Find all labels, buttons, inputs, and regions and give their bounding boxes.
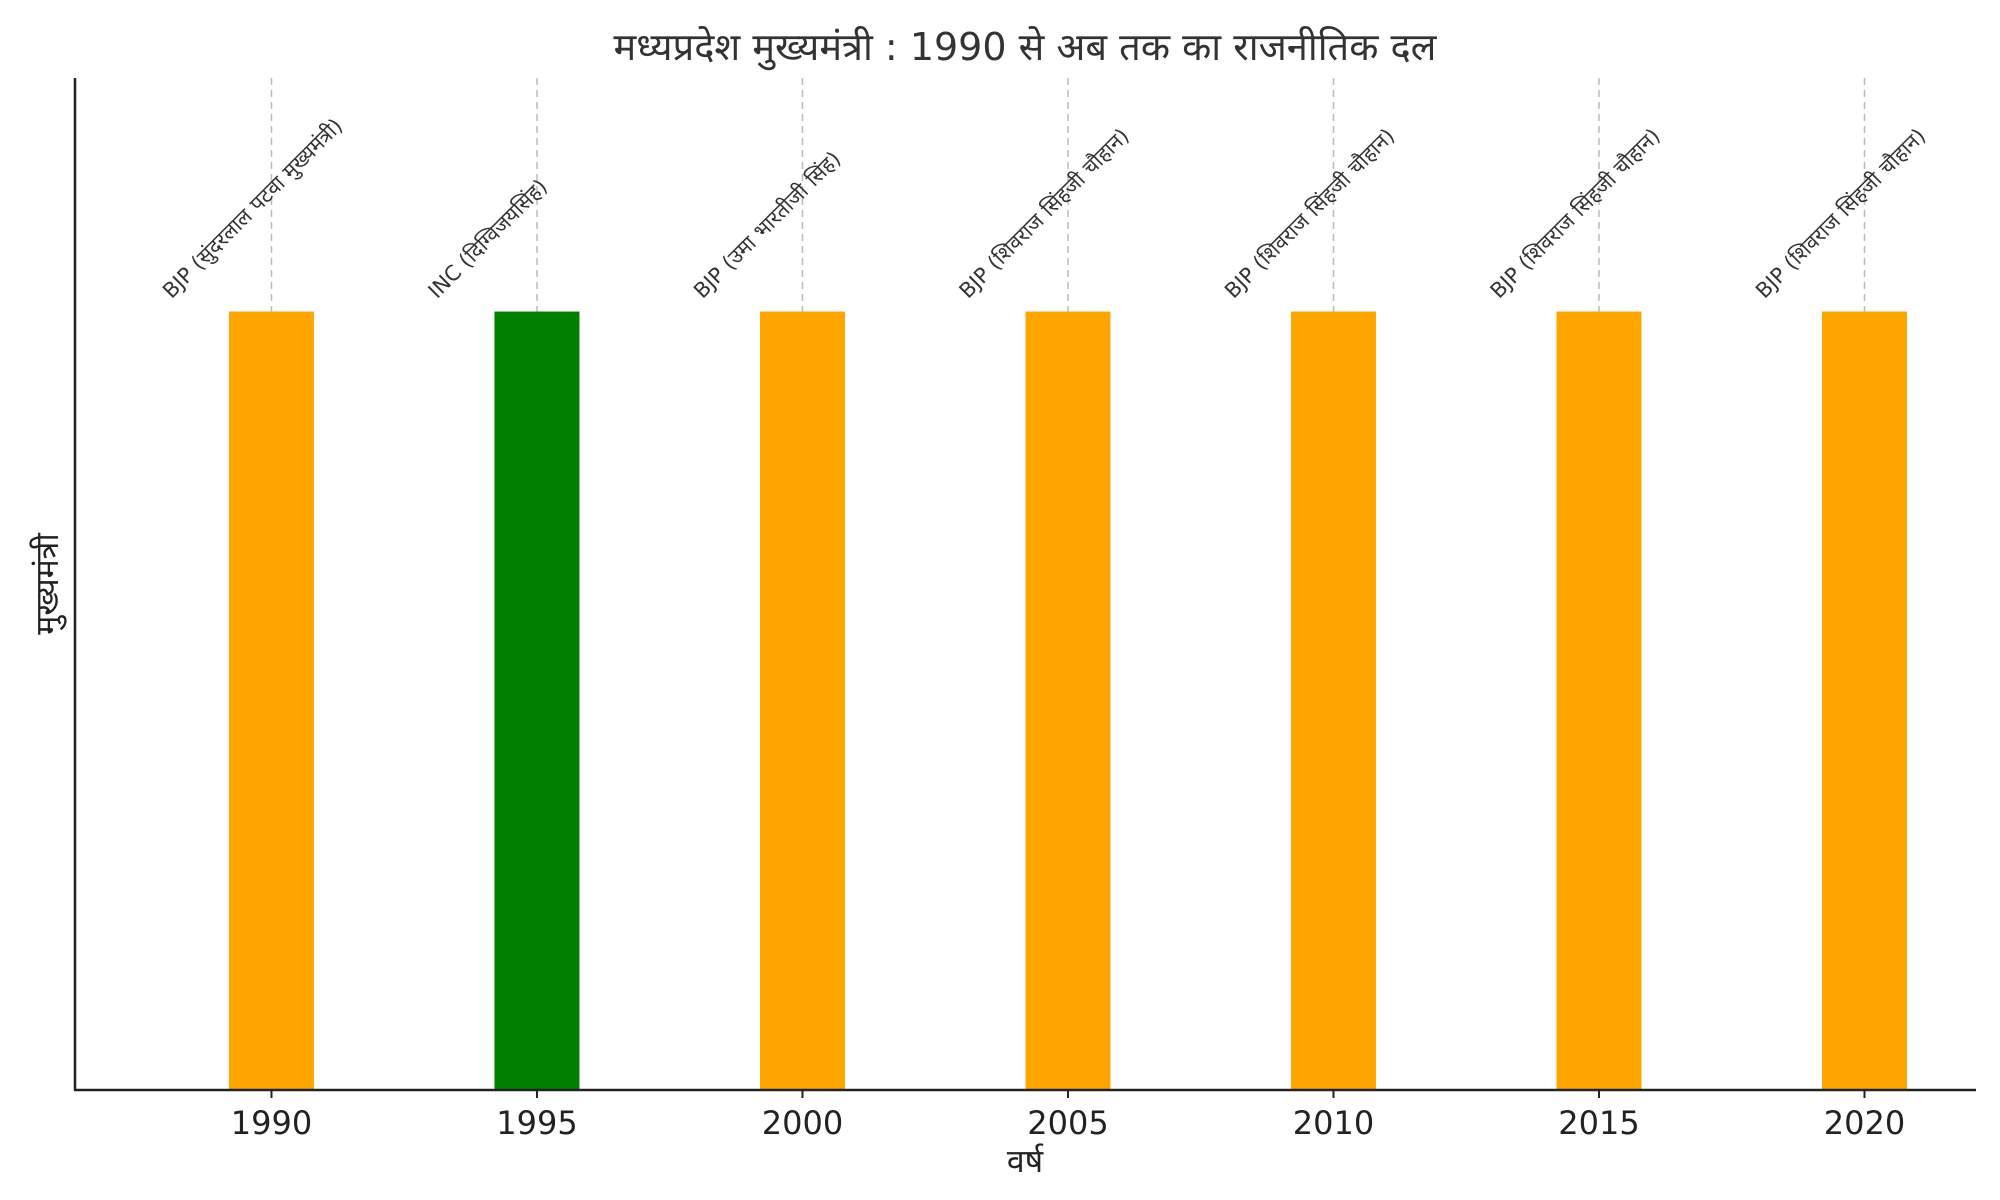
bar-2015 — [1556, 311, 1642, 1090]
bar-annotation-1995: INC (दिग्विजयसिंह) — [424, 175, 553, 304]
bars-group — [228, 311, 1907, 1090]
x-tick-label-2005: 2005 — [1027, 1104, 1108, 1142]
x-axis-label: वर्ष — [1007, 1142, 1044, 1180]
chart-title: मध्यप्रदेश मुख्यमंत्री : 1990 से अब तक क… — [614, 25, 1438, 71]
bar-2005 — [1025, 311, 1111, 1090]
x-tick-label-1990: 1990 — [231, 1104, 312, 1142]
bar-2010 — [1291, 311, 1376, 1090]
y-axis-label: मुख्यमंत्री — [28, 533, 67, 635]
bar-annotation-2010: BJP (शिवराज सिंहजी चौहान) — [1220, 124, 1399, 303]
bar-annotation-2015: BJP (शिवराज सिंहजी चौहान) — [1486, 124, 1665, 303]
bar-annotation-1990: BJP (सुंदरलाल पटवा मुख्यमंत्री) — [158, 114, 348, 304]
bar-1990 — [228, 311, 314, 1090]
bar-annotation-2000: BJP (उमा भारतीजी सिंह) — [689, 147, 845, 303]
x-tick-label-2010: 2010 — [1293, 1104, 1374, 1142]
bar-annotation-2005: BJP (शिवराज सिंहजी चौहान) — [955, 124, 1134, 303]
x-tick-label-2020: 2020 — [1824, 1104, 1905, 1142]
axes — [73, 78, 1976, 1092]
bar-1995 — [494, 311, 580, 1090]
annotations: BJP (सुंदरलाल पटवा मुख्यमंत्री) INC (दिग्… — [158, 114, 1930, 304]
x-tick-label-2015: 2015 — [1558, 1104, 1639, 1142]
x-ticks: 1990 1995 2000 2005 2010 2015 2020 — [231, 1090, 1905, 1142]
bar-annotation-2020: BJP (शिवराज सिंहजी चौहान) — [1751, 124, 1930, 303]
x-tick-label-2000: 2000 — [762, 1104, 843, 1142]
x-tick-label-1995: 1995 — [496, 1104, 577, 1142]
bar-2000 — [759, 311, 845, 1090]
bar-2020 — [1822, 311, 1907, 1090]
